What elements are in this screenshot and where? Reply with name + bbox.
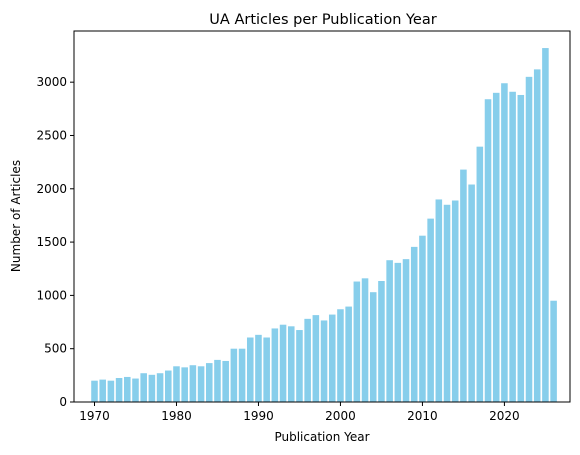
bar-1974 bbox=[124, 376, 131, 402]
bar-1991 bbox=[263, 337, 270, 402]
bar-1986 bbox=[222, 360, 229, 402]
bar-1976 bbox=[140, 373, 147, 402]
chart-title: UA Articles per Publication Year bbox=[209, 12, 436, 28]
bar-2007 bbox=[394, 262, 402, 403]
bar-2020 bbox=[501, 83, 508, 403]
y-tick-label: 1500 bbox=[36, 235, 67, 249]
plot-frame bbox=[73, 30, 571, 403]
bar-1989 bbox=[246, 337, 254, 402]
bar-1995 bbox=[296, 330, 303, 402]
bar-2004 bbox=[369, 292, 377, 402]
bar-2024 bbox=[533, 69, 541, 402]
bar-1982 bbox=[189, 365, 197, 402]
bar-2001 bbox=[345, 306, 352, 402]
y-tick-label: 2000 bbox=[36, 182, 67, 196]
bar-1980 bbox=[173, 366, 180, 402]
y-tick-label: 2500 bbox=[36, 128, 67, 142]
bar-1998 bbox=[320, 320, 328, 402]
x-axis-ticks: 1970 1980 1990 2000 2010 2020 bbox=[79, 402, 520, 423]
x-tick-label: 1990 bbox=[243, 409, 274, 423]
bar-1971 bbox=[99, 379, 106, 402]
bar-2015 bbox=[460, 169, 467, 402]
y-tick-label: 0 bbox=[59, 395, 67, 409]
bar-2025 bbox=[542, 48, 549, 403]
bar-1979 bbox=[165, 370, 172, 402]
x-tick-label: 1970 bbox=[79, 409, 110, 423]
y-axis-ticks: 0 500 1000 1500 2000 2500 3000 bbox=[36, 75, 74, 409]
bars bbox=[91, 48, 557, 403]
bar-2006 bbox=[386, 260, 393, 402]
bar-2021 bbox=[509, 91, 516, 403]
bar-1977 bbox=[148, 374, 156, 402]
bar-1990 bbox=[255, 334, 262, 402]
bar-1985 bbox=[214, 359, 221, 402]
bar-2008 bbox=[402, 259, 410, 402]
x-tick-label: 1980 bbox=[161, 409, 192, 423]
bar-2010 bbox=[419, 235, 426, 402]
x-tick-label: 2020 bbox=[489, 409, 520, 423]
bar-1970 bbox=[91, 380, 98, 402]
bar-1984 bbox=[205, 363, 213, 402]
y-tick-label: 500 bbox=[44, 342, 67, 356]
bar-2019 bbox=[492, 92, 500, 402]
bar-1992 bbox=[271, 328, 279, 402]
bar-1999 bbox=[328, 314, 336, 402]
x-tick-label: 2000 bbox=[325, 409, 356, 423]
bar-2014 bbox=[451, 200, 459, 402]
bar-2012 bbox=[435, 199, 443, 402]
bar-2026 bbox=[550, 300, 557, 402]
bar-2017 bbox=[476, 146, 484, 402]
bar-1981 bbox=[181, 367, 188, 402]
bar-2009 bbox=[410, 246, 418, 402]
bar-2003 bbox=[361, 278, 369, 402]
bar-1978 bbox=[156, 373, 164, 402]
bar-1988 bbox=[238, 348, 246, 402]
bar-2011 bbox=[427, 218, 434, 402]
bar-1987 bbox=[230, 348, 238, 402]
x-axis-label: Publication Year bbox=[274, 430, 369, 444]
y-tick-label: 1000 bbox=[36, 288, 67, 302]
bar-2022 bbox=[517, 94, 525, 402]
bar-1997 bbox=[312, 315, 320, 402]
bar-1996 bbox=[304, 318, 311, 402]
y-axis-label: Number of Articles bbox=[9, 160, 23, 272]
bar-1993 bbox=[279, 324, 287, 402]
bar-1972 bbox=[107, 380, 115, 402]
bar-1973 bbox=[115, 378, 123, 402]
y-tick-label: 3000 bbox=[36, 75, 67, 89]
bar-2018 bbox=[484, 99, 492, 402]
bar-1983 bbox=[197, 366, 205, 402]
bar-1975 bbox=[132, 378, 139, 402]
x-tick-label: 2010 bbox=[407, 409, 438, 423]
bar-2000 bbox=[337, 309, 344, 402]
bar-1994 bbox=[287, 326, 295, 402]
bar-2013 bbox=[443, 204, 451, 402]
bar-2023 bbox=[525, 76, 533, 402]
bar-2005 bbox=[378, 281, 385, 402]
bar-2002 bbox=[353, 281, 361, 402]
bar-2016 bbox=[468, 184, 475, 402]
